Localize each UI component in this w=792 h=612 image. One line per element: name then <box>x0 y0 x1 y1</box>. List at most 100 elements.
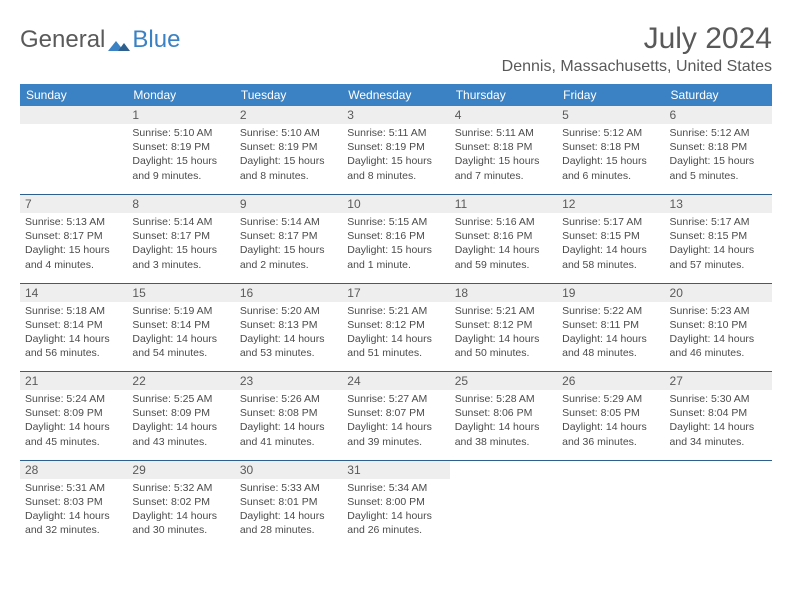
day-number: 22 <box>127 372 234 390</box>
day-number: 12 <box>557 195 664 213</box>
day-header: Wednesday <box>342 84 449 106</box>
day-number: 29 <box>127 461 234 479</box>
day-details: Sunrise: 5:18 AMSunset: 8:14 PMDaylight:… <box>20 302 127 363</box>
header: General Blue July 2024 Dennis, Massachuse… <box>20 22 772 76</box>
day-number: 3 <box>342 106 449 124</box>
day-details: Sunrise: 5:10 AMSunset: 8:19 PMDaylight:… <box>235 124 342 185</box>
day-number: 11 <box>450 195 557 213</box>
day-number: 6 <box>665 106 772 124</box>
calendar-cell: 26Sunrise: 5:29 AMSunset: 8:05 PMDayligh… <box>557 372 664 460</box>
day-number: 20 <box>665 284 772 302</box>
day-details: Sunrise: 5:21 AMSunset: 8:12 PMDaylight:… <box>342 302 449 363</box>
calendar-cell: 19Sunrise: 5:22 AMSunset: 8:11 PMDayligh… <box>557 283 664 371</box>
day-number: 14 <box>20 284 127 302</box>
day-details: Sunrise: 5:16 AMSunset: 8:16 PMDaylight:… <box>450 213 557 274</box>
logo-text-2: Blue <box>132 26 180 54</box>
page-title: July 2024 <box>502 22 772 56</box>
day-number: 9 <box>235 195 342 213</box>
calendar-cell <box>665 460 772 548</box>
day-details: Sunrise: 5:34 AMSunset: 8:00 PMDaylight:… <box>342 479 449 540</box>
day-number: 30 <box>235 461 342 479</box>
calendar-week-row: 14Sunrise: 5:18 AMSunset: 8:14 PMDayligh… <box>20 283 772 371</box>
calendar-cell <box>450 460 557 548</box>
day-details: Sunrise: 5:27 AMSunset: 8:07 PMDaylight:… <box>342 390 449 451</box>
calendar-cell: 2Sunrise: 5:10 AMSunset: 8:19 PMDaylight… <box>235 106 342 194</box>
day-number: 1 <box>127 106 234 124</box>
calendar-cell: 20Sunrise: 5:23 AMSunset: 8:10 PMDayligh… <box>665 283 772 371</box>
calendar-cell: 27Sunrise: 5:30 AMSunset: 8:04 PMDayligh… <box>665 372 772 460</box>
calendar-cell <box>557 460 664 548</box>
day-number: 10 <box>342 195 449 213</box>
day-number: 19 <box>557 284 664 302</box>
logo-text-1: General <box>20 26 105 54</box>
day-details: Sunrise: 5:33 AMSunset: 8:01 PMDaylight:… <box>235 479 342 540</box>
calendar-cell: 31Sunrise: 5:34 AMSunset: 8:00 PMDayligh… <box>342 460 449 548</box>
day-details: Sunrise: 5:25 AMSunset: 8:09 PMDaylight:… <box>127 390 234 451</box>
calendar-cell: 3Sunrise: 5:11 AMSunset: 8:19 PMDaylight… <box>342 106 449 194</box>
day-details: Sunrise: 5:12 AMSunset: 8:18 PMDaylight:… <box>665 124 772 185</box>
day-number: 5 <box>557 106 664 124</box>
day-header: Thursday <box>450 84 557 106</box>
day-details: Sunrise: 5:14 AMSunset: 8:17 PMDaylight:… <box>235 213 342 274</box>
day-details: Sunrise: 5:14 AMSunset: 8:17 PMDaylight:… <box>127 213 234 274</box>
calendar-cell: 30Sunrise: 5:33 AMSunset: 8:01 PMDayligh… <box>235 460 342 548</box>
day-number: 15 <box>127 284 234 302</box>
day-details: Sunrise: 5:29 AMSunset: 8:05 PMDaylight:… <box>557 390 664 451</box>
day-details: Sunrise: 5:11 AMSunset: 8:18 PMDaylight:… <box>450 124 557 185</box>
calendar-cell: 18Sunrise: 5:21 AMSunset: 8:12 PMDayligh… <box>450 283 557 371</box>
location-text: Dennis, Massachusetts, United States <box>502 58 772 76</box>
calendar-cell: 6Sunrise: 5:12 AMSunset: 8:18 PMDaylight… <box>665 106 772 194</box>
calendar-cell: 15Sunrise: 5:19 AMSunset: 8:14 PMDayligh… <box>127 283 234 371</box>
calendar-cell: 5Sunrise: 5:12 AMSunset: 8:18 PMDaylight… <box>557 106 664 194</box>
day-details: Sunrise: 5:17 AMSunset: 8:15 PMDaylight:… <box>557 213 664 274</box>
calendar-table: Sunday Monday Tuesday Wednesday Thursday… <box>20 84 772 548</box>
day-header: Tuesday <box>235 84 342 106</box>
day-number: 26 <box>557 372 664 390</box>
calendar-cell: 22Sunrise: 5:25 AMSunset: 8:09 PMDayligh… <box>127 372 234 460</box>
day-number: 28 <box>20 461 127 479</box>
day-details: Sunrise: 5:23 AMSunset: 8:10 PMDaylight:… <box>665 302 772 363</box>
day-number: 24 <box>342 372 449 390</box>
calendar-cell: 21Sunrise: 5:24 AMSunset: 8:09 PMDayligh… <box>20 372 127 460</box>
day-details: Sunrise: 5:15 AMSunset: 8:16 PMDaylight:… <box>342 213 449 274</box>
calendar-week-row: 1Sunrise: 5:10 AMSunset: 8:19 PMDaylight… <box>20 106 772 194</box>
day-number: 27 <box>665 372 772 390</box>
day-details: Sunrise: 5:26 AMSunset: 8:08 PMDaylight:… <box>235 390 342 451</box>
calendar-cell: 11Sunrise: 5:16 AMSunset: 8:16 PMDayligh… <box>450 195 557 283</box>
day-header: Sunday <box>20 84 127 106</box>
day-number: 25 <box>450 372 557 390</box>
day-details: Sunrise: 5:30 AMSunset: 8:04 PMDaylight:… <box>665 390 772 451</box>
day-header-row: Sunday Monday Tuesday Wednesday Thursday… <box>20 84 772 106</box>
day-number: 16 <box>235 284 342 302</box>
day-details: Sunrise: 5:11 AMSunset: 8:19 PMDaylight:… <box>342 124 449 185</box>
calendar-week-row: 21Sunrise: 5:24 AMSunset: 8:09 PMDayligh… <box>20 372 772 460</box>
day-number: 2 <box>235 106 342 124</box>
day-number: 31 <box>342 461 449 479</box>
day-number: 18 <box>450 284 557 302</box>
day-number: 4 <box>450 106 557 124</box>
calendar-cell: 14Sunrise: 5:18 AMSunset: 8:14 PMDayligh… <box>20 283 127 371</box>
calendar-cell <box>20 106 127 194</box>
day-details: Sunrise: 5:32 AMSunset: 8:02 PMDaylight:… <box>127 479 234 540</box>
day-details: Sunrise: 5:22 AMSunset: 8:11 PMDaylight:… <box>557 302 664 363</box>
calendar-cell: 1Sunrise: 5:10 AMSunset: 8:19 PMDaylight… <box>127 106 234 194</box>
calendar-cell: 7Sunrise: 5:13 AMSunset: 8:17 PMDaylight… <box>20 195 127 283</box>
day-details: Sunrise: 5:17 AMSunset: 8:15 PMDaylight:… <box>665 213 772 274</box>
calendar-cell: 9Sunrise: 5:14 AMSunset: 8:17 PMDaylight… <box>235 195 342 283</box>
day-details: Sunrise: 5:28 AMSunset: 8:06 PMDaylight:… <box>450 390 557 451</box>
calendar-cell: 17Sunrise: 5:21 AMSunset: 8:12 PMDayligh… <box>342 283 449 371</box>
day-details: Sunrise: 5:31 AMSunset: 8:03 PMDaylight:… <box>20 479 127 540</box>
day-header: Saturday <box>665 84 772 106</box>
day-details: Sunrise: 5:12 AMSunset: 8:18 PMDaylight:… <box>557 124 664 185</box>
calendar-cell: 4Sunrise: 5:11 AMSunset: 8:18 PMDaylight… <box>450 106 557 194</box>
day-number: 23 <box>235 372 342 390</box>
day-header: Friday <box>557 84 664 106</box>
calendar-cell: 16Sunrise: 5:20 AMSunset: 8:13 PMDayligh… <box>235 283 342 371</box>
day-number: 17 <box>342 284 449 302</box>
day-number: 8 <box>127 195 234 213</box>
calendar-cell: 13Sunrise: 5:17 AMSunset: 8:15 PMDayligh… <box>665 195 772 283</box>
logo-icon <box>108 32 130 48</box>
empty-day <box>20 106 127 124</box>
calendar-cell: 28Sunrise: 5:31 AMSunset: 8:03 PMDayligh… <box>20 460 127 548</box>
day-details: Sunrise: 5:19 AMSunset: 8:14 PMDaylight:… <box>127 302 234 363</box>
